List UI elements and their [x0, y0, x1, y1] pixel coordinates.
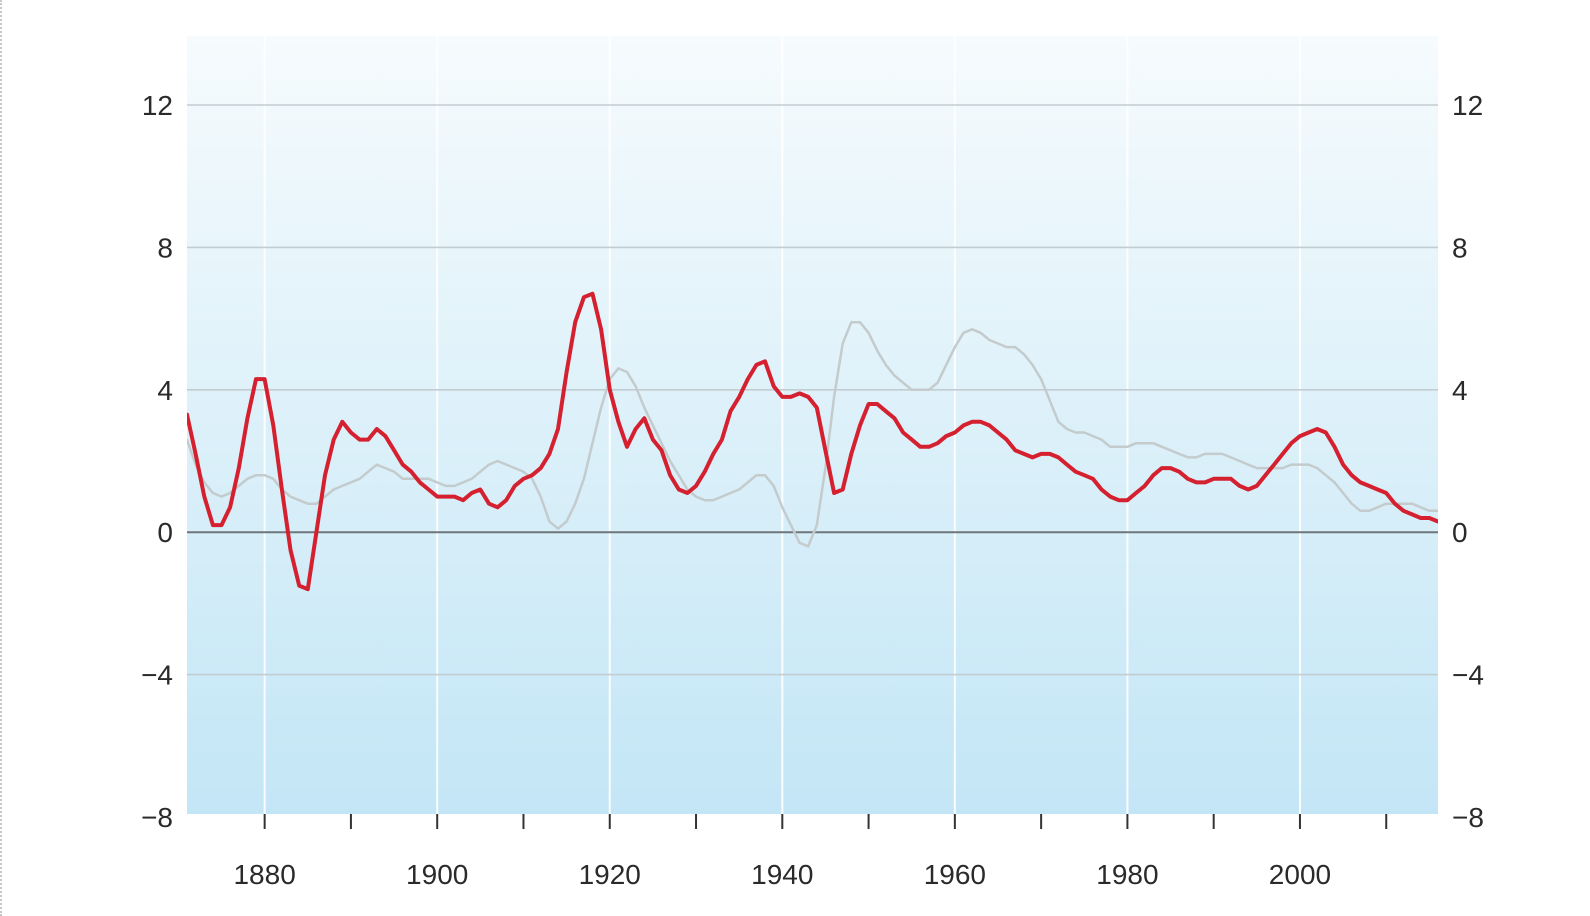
plot-background: [187, 36, 1438, 814]
left-edge-dotted-border: [0, 0, 2, 916]
x-tick-label-1980: 1980: [1096, 859, 1158, 890]
y-axis-left: 12 8 4 0 −4 −8: [141, 90, 173, 833]
y-tick-label-right-2: 4: [1452, 375, 1468, 406]
y-tick-label-left-5: −8: [141, 802, 173, 833]
x-axis: 1880 1900 1920 1940 1960 1980 2000: [233, 814, 1388, 890]
y-tick-label-right-1: 8: [1452, 232, 1468, 263]
x-tick-label-1880: 1880: [233, 859, 295, 890]
vertical-gridlines: [263, 36, 1301, 814]
x-tick-label-1900: 1900: [406, 859, 468, 890]
y-tick-label-right-0: 12: [1452, 90, 1483, 121]
y-tick-label-left-1: 8: [157, 232, 173, 263]
horizontal-gridlines: [187, 104, 1438, 676]
y-tick-label-right-5: −8: [1452, 802, 1484, 833]
y-tick-label-left-0: 12: [142, 90, 173, 121]
y-tick-label-left-4: −4: [141, 660, 173, 691]
x-tick-label-1940: 1940: [751, 859, 813, 890]
x-tick-label-1920: 1920: [579, 859, 641, 890]
y-axis-right: 12 8 4 0 −4 −8: [1452, 90, 1484, 833]
y-tick-label-left-3: 0: [157, 517, 173, 548]
y-tick-label-right-3: 0: [1452, 517, 1468, 548]
x-tick-label-1960: 1960: [924, 859, 986, 890]
series-line-red: [187, 291, 1438, 592]
y-tick-label-left-2: 4: [157, 375, 173, 406]
y-tick-label-right-4: −4: [1452, 660, 1484, 691]
series-line-grey: [187, 320, 1438, 548]
x-tick-label-2000: 2000: [1269, 859, 1331, 890]
series-lines: [187, 291, 1438, 592]
